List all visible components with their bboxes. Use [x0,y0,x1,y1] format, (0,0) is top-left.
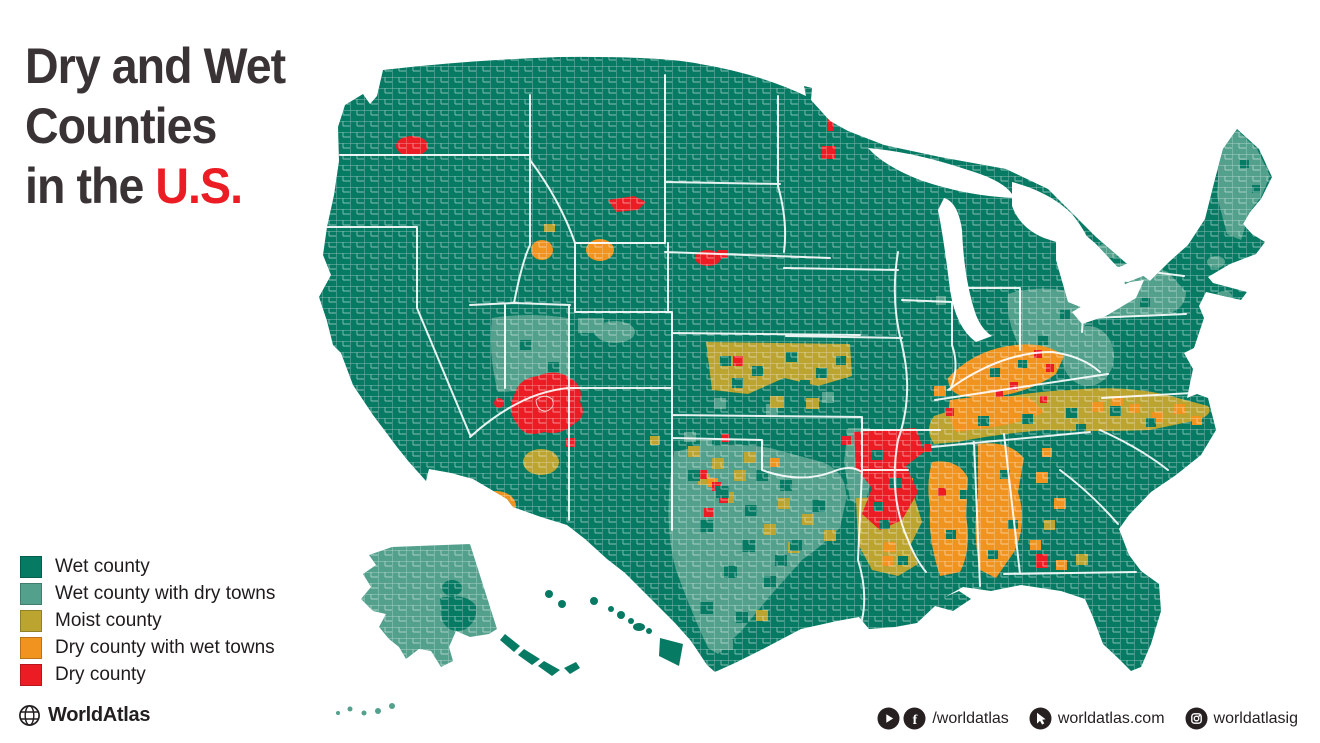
svg-text:f: f [913,713,918,728]
social-instagram[interactable]: worldatlasig [1185,707,1298,730]
legend-swatch-wet-with-dry-towns [20,583,42,605]
youtube-play-icon [877,707,900,730]
worldatlas-brand: WorldAtlas [18,704,151,727]
title-line-2: Counties [25,98,217,154]
social-links: f /worldatlas worldatlas.com worldatlasi… [877,707,1298,730]
legend-label: Wet county [55,556,150,577]
lake-erie [1072,280,1144,324]
legend-item-moist: Moist county [20,610,275,632]
lake-superior [868,148,1014,198]
legend-label: Moist county [55,610,162,631]
website-url: worldatlas.com [1057,709,1165,727]
page-title: Dry and Wet Counties in the U.S. [25,36,286,216]
legend-swatch-dry-with-wet-towns [20,637,42,659]
cursor-icon [1029,707,1052,730]
facebook-icon: f [903,707,926,730]
legend-item-wet: Wet county [20,556,275,578]
globe-icon [19,705,40,726]
facebook-handle: /worldatlas [932,709,1009,727]
lake-michigan [938,198,992,342]
title-line-1: Dry and Wet [25,38,286,94]
instagram-icon [1185,707,1208,730]
state-borders [326,74,1211,621]
lake-huron-georgian-bay [1056,210,1126,314]
instagram-handle: worldatlasig [1213,709,1298,727]
legend-swatch-moist [20,610,42,632]
great-lakes [868,148,1166,342]
hawaii [590,597,683,666]
legend-swatch-dry [20,664,42,686]
lake-ontario [1108,254,1166,282]
aleutian-islands [336,703,395,716]
legend-label: Dry county with wet towns [55,637,275,658]
title-line-3: in the U.S. [25,158,243,214]
social-website[interactable]: worldatlas.com [1029,707,1165,730]
map-legend: Wet county Wet county with dry towns Moi… [20,556,275,691]
title-highlight: U.S. [155,158,243,214]
legend-swatch-wet [20,556,42,578]
social-facebook-youtube[interactable]: f /worldatlas [877,707,1009,730]
brand-name: WorldAtlas [48,704,151,726]
legend-label: Dry county [55,664,146,685]
legend-label: Wet county with dry towns [55,583,276,604]
legend-item-dry: Dry county [20,664,275,686]
legend-item-wet-with-dry-towns: Wet county with dry towns [20,583,275,605]
legend-item-dry-with-wet-towns: Dry county with wet towns [20,637,275,659]
